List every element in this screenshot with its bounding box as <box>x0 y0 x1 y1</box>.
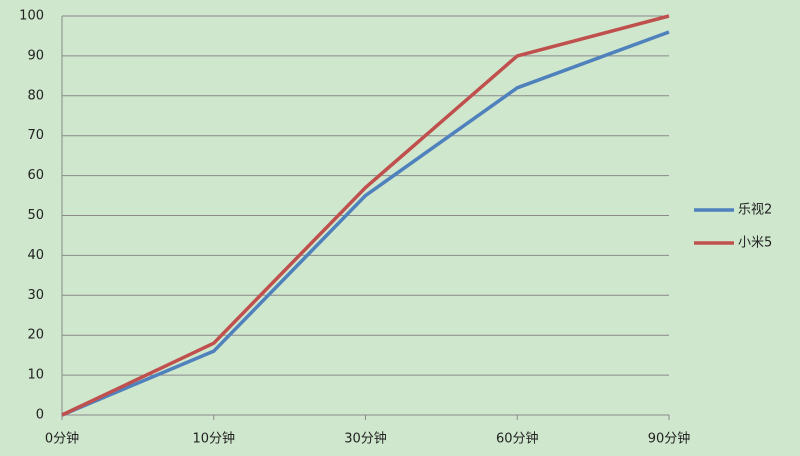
y-tick-label: 100 <box>19 9 44 24</box>
y-tick-label: 0 <box>36 408 44 423</box>
y-tick-label: 80 <box>27 88 44 103</box>
x-tick-label: 30分钟 <box>344 431 387 447</box>
legend-label: 小米5 <box>738 236 772 251</box>
series-line <box>61 30 670 417</box>
series-line <box>61 14 670 417</box>
y-tick-label: 30 <box>27 288 44 303</box>
y-tick-label: 70 <box>27 128 44 143</box>
y-tick-label: 10 <box>27 368 44 383</box>
x-tick-label: 90分钟 <box>648 431 691 447</box>
x-tick-label: 0分钟 <box>45 431 79 447</box>
y-tick-label: 90 <box>27 48 44 63</box>
x-tick-label: 10分钟 <box>192 431 235 447</box>
legend-label: 乐视2 <box>738 203 772 218</box>
y-tick-label: 60 <box>27 168 44 183</box>
y-tick-label: 20 <box>27 328 44 343</box>
y-tick-label: 50 <box>27 208 44 223</box>
x-tick-label: 60分钟 <box>496 431 539 447</box>
y-tick-label: 40 <box>27 248 44 263</box>
